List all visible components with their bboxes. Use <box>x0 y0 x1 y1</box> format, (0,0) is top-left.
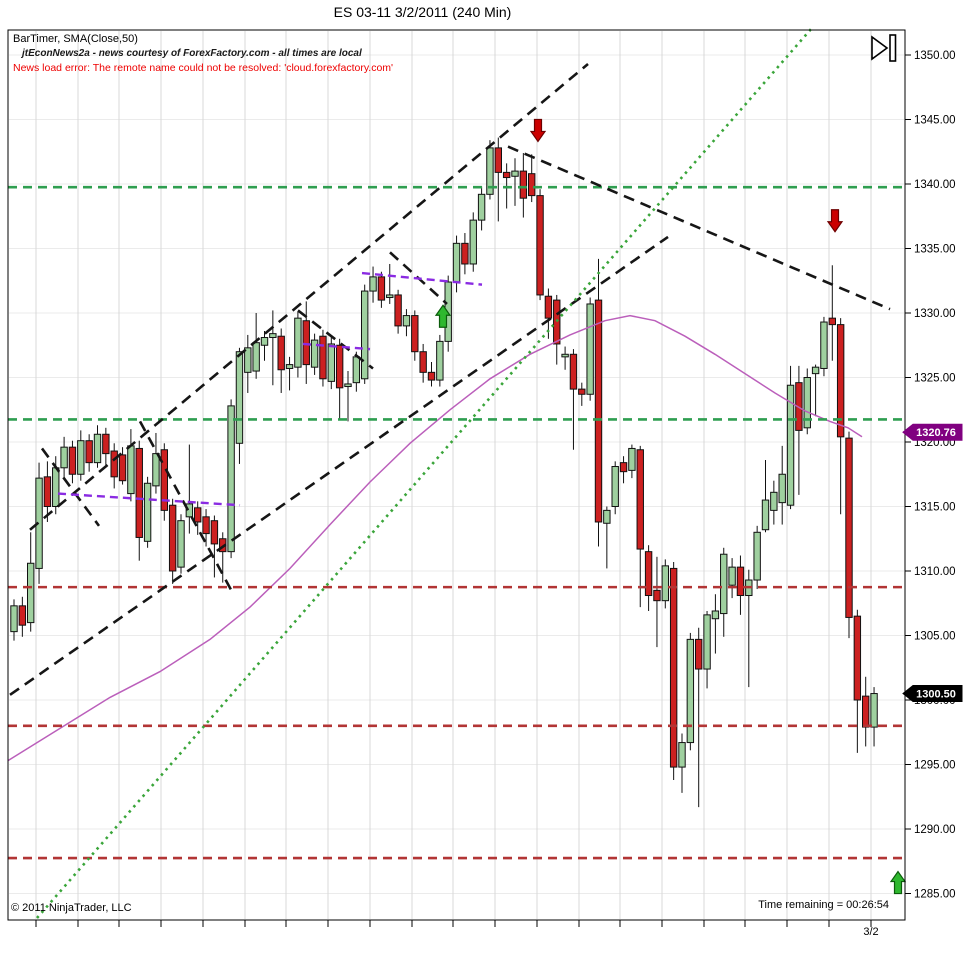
copyright-label: © 2011 NinjaTrader, LLC <box>11 902 132 914</box>
signal-arrows <box>434 118 907 895</box>
news-error-message: News load error: The remote name could n… <box>13 62 394 74</box>
down-arrow-marker <box>826 209 844 233</box>
last-price-badge: 1300.50 <box>902 685 963 703</box>
flag3-violet <box>361 271 483 286</box>
channel-upper <box>29 63 589 531</box>
flag1-violet <box>57 492 241 507</box>
flag2-downline <box>138 420 234 593</box>
date-axis-label: 3/2 <box>863 926 879 938</box>
bar-timer-label: Time remaining = 00:26:54 <box>758 899 889 911</box>
price-tick-label: 1345.00 <box>914 115 956 127</box>
up-arrow-marker <box>889 870 907 895</box>
price-tick-label: 1350.00 <box>914 50 956 62</box>
play-forward-button[interactable] <box>871 34 897 62</box>
price-tick-label: 1335.00 <box>914 244 956 256</box>
candlesticks <box>10 137 878 808</box>
price-axis: 1350.00 1345.00 1340.00 1335.00 1330.00 1325.… <box>905 50 956 901</box>
price-tick-label: 1290.00 <box>914 824 956 836</box>
horizontal-gridlines <box>9 54 904 894</box>
right-descending-line <box>507 145 891 311</box>
long-ascending-dotted <box>36 27 813 919</box>
flag3-downline <box>297 309 374 370</box>
sma-value-badge: 1320.76 <box>902 423 963 441</box>
sma-value-badge-value: 1320.76 <box>916 427 956 439</box>
indicator-label: BarTimer, SMA(Close,50) <box>13 33 138 45</box>
price-tick-label: 1295.00 <box>914 760 956 772</box>
flag1-downline <box>40 447 101 527</box>
price-tick-label: 1325.00 <box>914 373 956 385</box>
price-tick-label: 1340.00 <box>914 179 956 191</box>
trendlines <box>9 27 891 919</box>
chart-title: ES 03-11 3/2/2011 (240 Min) <box>333 4 512 20</box>
price-tick-label: 1305.00 <box>914 631 956 643</box>
last-price-badge-value: 1300.50 <box>916 689 956 701</box>
price-tick-label: 1330.00 <box>914 308 956 320</box>
up-arrow-marker <box>434 304 452 328</box>
channel-lower <box>9 235 669 696</box>
flag2-violet <box>302 342 371 351</box>
price-tick-label: 1315.00 <box>914 502 956 514</box>
news-indicator-label: jtEconNews2a - news courtesy of ForexFac… <box>22 48 362 59</box>
price-tick-label: 1310.00 <box>914 566 956 578</box>
sma-line <box>7 314 863 762</box>
time-axis <box>35 920 872 927</box>
down-arrow-marker <box>529 118 547 143</box>
chart-frame <box>7 29 906 921</box>
price-tick-label: 1285.00 <box>914 889 956 901</box>
